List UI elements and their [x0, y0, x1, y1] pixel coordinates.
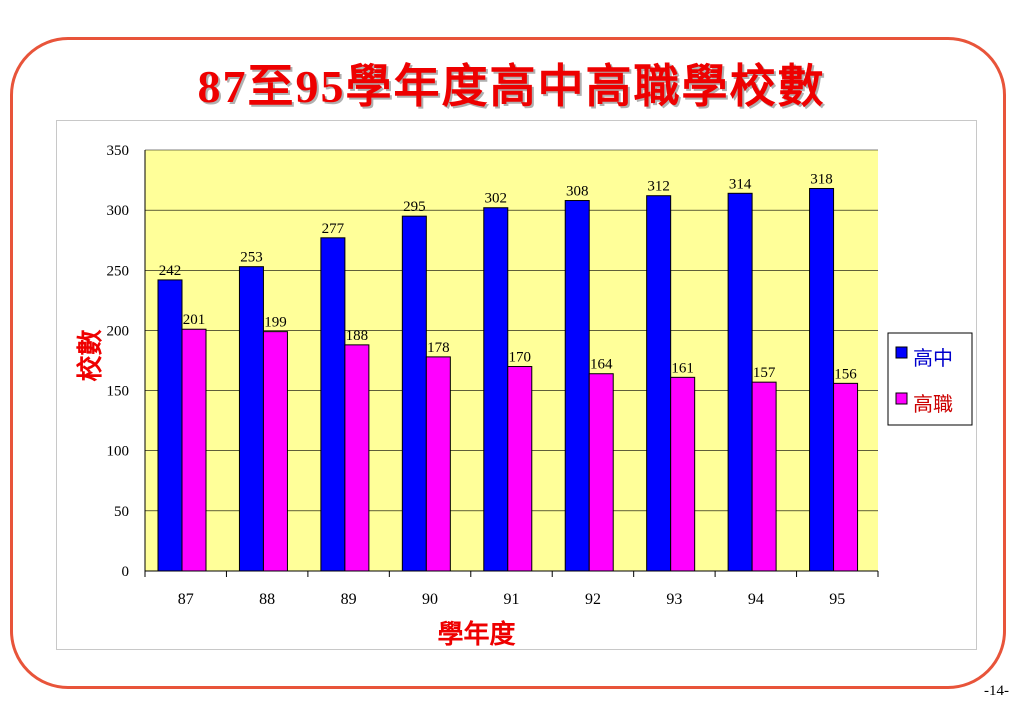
x-axis-title: 學年度	[437, 619, 515, 649]
bar-series2	[344, 344, 370, 572]
data-label: 201	[183, 312, 206, 328]
data-label: 178	[427, 340, 450, 356]
bar-series1	[646, 195, 672, 572]
y-tick-label: 300	[107, 203, 130, 219]
bar-series1	[727, 192, 753, 572]
y-tick-label: 350	[107, 143, 130, 159]
data-label: 188	[346, 328, 369, 344]
x-tick-label: 92	[585, 591, 601, 608]
legend-label: 高中	[913, 346, 953, 370]
data-label: 318	[810, 171, 833, 187]
y-tick-label: 250	[107, 263, 130, 279]
bar-series1	[401, 215, 427, 572]
y-tick-label: 200	[107, 323, 130, 339]
y-axis-title: 校數	[75, 329, 105, 381]
x-tick-label: 88	[259, 591, 275, 608]
bar-series1	[483, 207, 509, 572]
x-tick-label: 89	[341, 591, 357, 608]
bar-series2	[833, 382, 859, 572]
x-tick-label: 90	[422, 591, 438, 608]
bar-series2	[588, 373, 614, 572]
y-tick-label: 150	[107, 384, 130, 400]
data-label: 242	[159, 263, 182, 279]
data-label: 295	[403, 199, 426, 215]
data-label: 253	[240, 250, 263, 266]
data-label: 302	[485, 191, 508, 207]
bar-series2	[262, 331, 288, 572]
x-tick-label: 91	[504, 591, 520, 608]
data-label: 157	[753, 365, 776, 381]
bar-series2	[751, 381, 777, 572]
data-label: 170	[509, 350, 532, 366]
data-label: 161	[671, 360, 694, 376]
bar-series1	[809, 187, 835, 572]
x-tick-label: 93	[666, 591, 682, 608]
bar-series2	[181, 328, 207, 572]
y-tick-label: 0	[122, 564, 130, 580]
data-label: 314	[729, 176, 752, 192]
chart-area: 0 50 100 150 200 250 300 350 242 201 87 253 199 88 277…	[56, 120, 977, 650]
x-tick-label: 95	[829, 591, 845, 608]
data-label: 312	[647, 179, 670, 195]
slide-title: 87至95學年度高中高職學校數	[197, 61, 826, 112]
x-tick-label: 87	[178, 591, 194, 608]
data-label: 164	[590, 357, 613, 373]
data-label: 199	[264, 315, 287, 331]
bar-series1	[238, 266, 264, 572]
bar-series1	[320, 237, 346, 572]
legend-swatch	[895, 346, 908, 359]
y-tick-label: 50	[114, 504, 129, 520]
bar-series2	[507, 366, 533, 572]
data-label: 156	[834, 366, 857, 382]
data-label: 308	[566, 184, 589, 200]
x-tick-label: 94	[748, 591, 764, 608]
legend-label: 高職	[913, 392, 953, 416]
bar-series1	[157, 279, 183, 572]
legend-swatch	[895, 392, 908, 405]
page-number: -14-	[984, 683, 1009, 699]
data-label: 277	[322, 221, 345, 237]
bar-series1	[564, 200, 590, 572]
bar-chart: 0 50 100 150 200 250 300 350 242 201 87 253 199 88 277…	[75, 143, 973, 649]
bar-series2	[425, 356, 451, 572]
bar-series2	[670, 376, 696, 572]
y-tick-label: 100	[107, 444, 130, 460]
slide-frame	[10, 37, 1006, 689]
